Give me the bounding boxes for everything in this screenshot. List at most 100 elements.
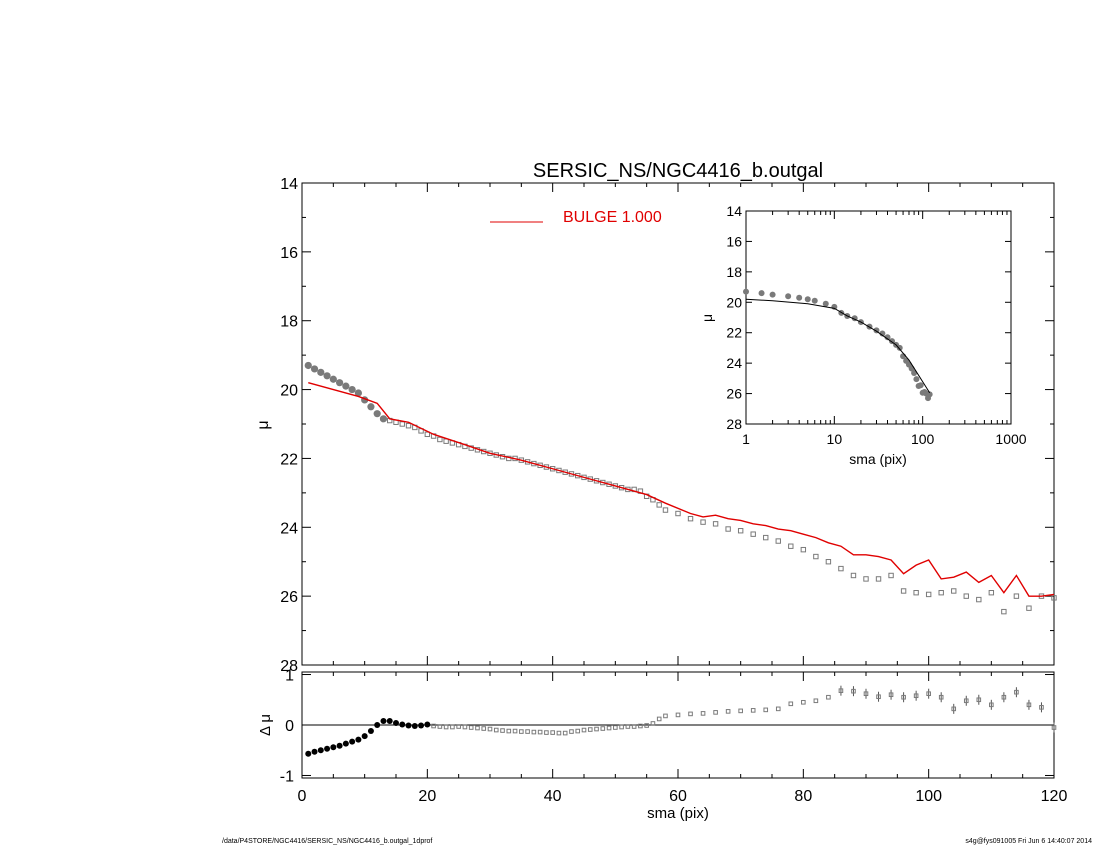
main-data-point (850, 572, 857, 579)
main-data-point (336, 379, 344, 387)
inset-x-axis-label: sma (pix) (849, 451, 907, 467)
inset-data-point (769, 291, 776, 298)
residual-data-point (374, 722, 381, 728)
inset-y-tick-label: 28 (726, 416, 742, 432)
residual-data-point (938, 694, 944, 700)
main-data-point (900, 588, 907, 594)
main-data-point (888, 572, 894, 579)
inset-data-point (785, 293, 792, 300)
residual-data-point (863, 691, 869, 697)
main-data-point (367, 403, 375, 411)
residual-data-point (801, 699, 806, 705)
residual-data-point (361, 733, 368, 740)
main-data-point (775, 538, 781, 544)
inset-y-tick-label: 26 (726, 386, 742, 402)
residual-data-point (569, 729, 574, 734)
x-axis-label: sma (pix) (647, 805, 709, 822)
residual-data-point (475, 725, 480, 731)
residual-data-point (305, 750, 312, 757)
residual-data-point (656, 716, 662, 722)
residual-data-point (700, 711, 706, 716)
inset-data-point (917, 382, 924, 389)
residual-data-point (650, 721, 656, 726)
residual-data-point (575, 728, 581, 734)
residual-data-point (418, 722, 425, 729)
residual-data-point (1001, 694, 1007, 700)
x-tick-label: 0 (298, 788, 307, 805)
main-data-point (675, 510, 681, 517)
residual-data-point (456, 724, 461, 729)
residual-data-point (431, 723, 436, 729)
main-data-point (656, 502, 662, 508)
main-y-tick-label: 14 (280, 176, 298, 193)
main-data-point (913, 590, 919, 596)
residual-data-point (901, 694, 906, 700)
main-series-layer (304, 361, 1057, 615)
inset-series-layer (743, 288, 933, 402)
residual-data-point (349, 738, 356, 745)
residual-data-point (775, 706, 781, 712)
main-data-point (838, 565, 844, 572)
x-tick-label: 80 (794, 788, 812, 805)
residual-data-point (537, 729, 543, 735)
main-title: SERSIC_NS/NGC4416_b.outgal (533, 160, 823, 182)
main-data-point (1026, 605, 1032, 611)
residual-data-point (581, 727, 587, 733)
residual-data-point (1051, 725, 1057, 730)
x-tick-label: 40 (544, 788, 562, 805)
inset-data-point (879, 330, 886, 337)
residual-data-point (531, 729, 537, 735)
main-data-point (712, 521, 719, 527)
residual-data-point (562, 730, 568, 736)
residual-data-point (713, 710, 718, 715)
main-data-point (963, 593, 969, 599)
inset-data-point (926, 391, 933, 398)
inset-y-tick-label: 14 (726, 203, 742, 219)
residual-data-point (851, 688, 856, 694)
residual-data-point (519, 729, 524, 734)
x-tick-label: 60 (669, 788, 687, 805)
inset-data-point (811, 297, 818, 304)
inset-y-axis-label: μ (699, 314, 715, 322)
residual-data-point (813, 698, 819, 704)
main-y-tick-label: 26 (280, 589, 298, 606)
main-data-point (323, 372, 331, 380)
main-data-point (725, 526, 731, 532)
main-data-point (700, 519, 706, 525)
footer-timestamp: s4g@fys091005 Fri Jun 6 14:40:07 2014 (965, 838, 1092, 845)
residual-data-point (638, 723, 643, 729)
main-data-point (750, 531, 756, 537)
residual-data-point (487, 726, 493, 732)
main-data-point (863, 576, 869, 582)
residual-data-point (763, 707, 769, 713)
residual-data-point (493, 727, 499, 733)
residual-data-point (443, 724, 449, 730)
main-data-point (988, 590, 995, 596)
residual-data-point (399, 721, 406, 728)
main-data-point (373, 410, 381, 418)
main-data-point (788, 543, 794, 549)
main-profile-panel: SERSIC_NS/NGC4416_b.outgal 14 16 18 20 22 24 2… (255, 160, 1057, 675)
x-tick-label: 120 (1041, 788, 1068, 805)
residual-data-point (556, 730, 562, 736)
inset-axes: 14 16 18 20 22 24 26 281 10 100 1000 (726, 203, 1026, 447)
main-y-tick-label: 16 (280, 245, 298, 262)
residual-data-point (606, 725, 612, 731)
inset-data-point (804, 296, 811, 303)
main-data-point (354, 389, 362, 397)
residual-y-axis-label: Δ μ (257, 714, 274, 736)
main-data-point (938, 590, 944, 596)
main-data-point (317, 368, 325, 376)
main-data-point (737, 528, 744, 534)
residual-data-point (625, 724, 631, 729)
residual-data-point (506, 728, 512, 734)
inset-y-tick-label: 18 (726, 264, 742, 280)
residual-data-point (393, 719, 399, 726)
inset-log-panel: 14 16 18 20 22 24 26 281 10 100 1000 μ sma (pix) (699, 203, 1027, 467)
residual-data-point (725, 709, 731, 714)
inset-plot-frame (745, 210, 1012, 425)
residual-data-point (788, 701, 794, 707)
residual-series-layer (305, 685, 1057, 757)
residual-data-point (405, 722, 412, 729)
residual-y-tick-label: 1 (285, 668, 294, 685)
